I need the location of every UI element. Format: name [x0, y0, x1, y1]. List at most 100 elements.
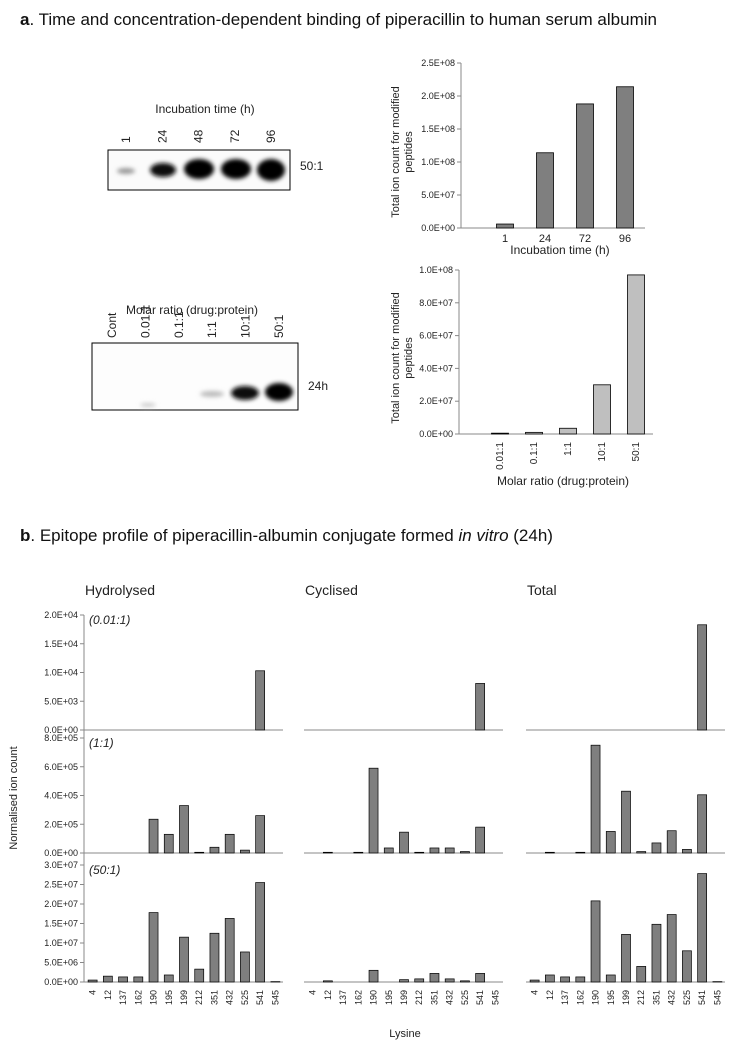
section-title-emphasis: in vitro — [458, 526, 509, 545]
bar — [491, 432, 509, 435]
x-tick-label: 96 — [619, 233, 631, 245]
y-tick-label: 4.0E+05 — [44, 791, 78, 801]
gel-lane-label: 24 — [155, 129, 169, 143]
bar — [163, 833, 174, 854]
bar — [148, 818, 159, 854]
x-tick-label: 50:1 — [631, 442, 642, 462]
gel-band — [265, 383, 293, 401]
panel-title: Total — [527, 582, 557, 598]
bar — [444, 847, 455, 854]
y-tick-label: 1.0E+08 — [419, 265, 453, 275]
x-tick-label: 212 — [194, 990, 204, 1005]
x-tick-label: 4 — [530, 990, 540, 995]
gel-band — [257, 159, 285, 181]
bar — [621, 790, 631, 854]
row-label: (1:1) — [89, 736, 114, 750]
bar — [240, 951, 250, 983]
x-tick-label: 212 — [636, 990, 646, 1005]
bar — [475, 973, 486, 983]
gel-title: Molar ratio (drug:protein) — [126, 303, 258, 317]
gel-band — [200, 391, 224, 397]
gel-bands — [140, 383, 293, 407]
x-tick-label: 1:1 — [563, 442, 574, 456]
bar — [399, 831, 409, 854]
x-tick-label: 351 — [651, 990, 661, 1005]
x-tick-label: 12 — [323, 990, 333, 1000]
x-tick-label: 351 — [429, 990, 439, 1005]
row-label: (50:1) — [89, 863, 120, 877]
bar — [414, 851, 425, 854]
x-tick-label: 162 — [353, 990, 363, 1005]
section-title: . Time and concentration-dependent bindi… — [29, 10, 657, 29]
y-tick-label: 1.0E+07 — [44, 938, 78, 948]
bar — [444, 978, 455, 983]
bar — [353, 851, 364, 854]
x-axis-label: Molar ratio (drug:protein) — [497, 474, 629, 488]
bar — [605, 974, 616, 983]
section-heading: b. Epitope profile of piperacillin-album… — [20, 526, 553, 546]
y-tick-label: 0.0E+00 — [419, 429, 453, 439]
x-tick-label: 199 — [399, 990, 409, 1005]
gel-lane-label: 72 — [228, 129, 242, 143]
x-tick-label: 195 — [164, 990, 174, 1005]
y-tick-label: 5.0E+03 — [44, 696, 78, 706]
x-tick-label: 525 — [460, 990, 470, 1005]
bar — [536, 152, 554, 229]
bar — [590, 744, 601, 854]
gel-lane-label: 48 — [192, 129, 206, 143]
y-tick-label: 1.0E+04 — [44, 668, 78, 678]
bar — [240, 849, 250, 854]
x-tick-label: 545 — [270, 990, 280, 1005]
bar — [429, 847, 440, 854]
bar — [163, 974, 174, 983]
bar — [102, 975, 113, 983]
gel-band — [184, 159, 214, 179]
x-tick-label: 541 — [697, 990, 707, 1005]
x-tick-label: 72 — [579, 233, 591, 245]
gel-band — [150, 163, 176, 177]
bar — [651, 923, 662, 983]
bar — [414, 978, 425, 983]
x-tick-label: 24 — [539, 233, 551, 245]
bar — [429, 973, 440, 983]
bar — [636, 851, 647, 854]
bar — [209, 846, 220, 854]
bar — [118, 976, 128, 983]
gel-band — [231, 386, 259, 400]
gel-band — [140, 403, 156, 407]
bar — [255, 882, 266, 983]
x-tick-label: 199 — [179, 990, 189, 1005]
x-axis-label: Incubation time (h) — [510, 243, 609, 257]
bar — [575, 851, 586, 854]
bar — [148, 912, 159, 983]
x-tick-label: 162 — [133, 990, 143, 1005]
x-tick-label: 137 — [560, 990, 570, 1005]
bar — [544, 851, 555, 854]
y-tick-label: 6.0E+07 — [419, 331, 453, 341]
bar — [224, 833, 235, 854]
panel-title: Hydrolysed — [85, 582, 155, 598]
bar — [255, 670, 266, 731]
bar — [525, 431, 543, 435]
bar — [576, 103, 594, 229]
x-tick-label: 212 — [414, 990, 424, 1005]
gel-lane-label: Cont — [105, 312, 119, 338]
x-tick-label: 0.1:1 — [529, 442, 540, 465]
section-letter: a — [20, 10, 30, 29]
bar — [368, 969, 379, 983]
x-tick-label: 10:1 — [597, 442, 608, 462]
y-axis-label: Normalised ion count — [8, 746, 20, 849]
x-tick-label: 541 — [475, 990, 485, 1005]
x-tick-label: 4 — [308, 990, 318, 995]
x-tick-label: 199 — [621, 990, 631, 1005]
bar — [322, 980, 333, 983]
y-tick-label: 5.0E+07 — [421, 190, 455, 200]
bar — [529, 979, 540, 983]
y-tick-label: 1.5E+08 — [421, 124, 455, 134]
gel-bands — [117, 159, 285, 181]
x-tick-label: 4 — [88, 990, 98, 995]
x-tick-label: 190 — [591, 990, 601, 1005]
y-tick-label: 8.0E+07 — [419, 298, 453, 308]
